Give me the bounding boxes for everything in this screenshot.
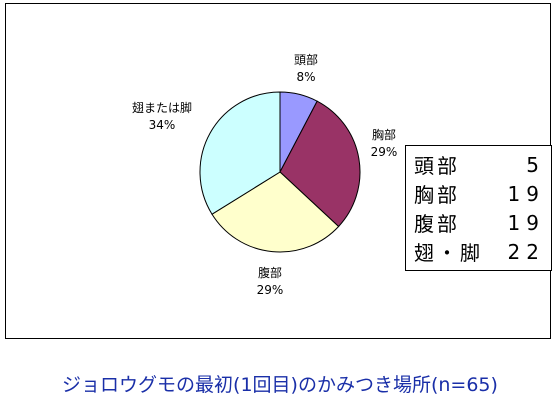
chart-area: 頭部 8% 胸部 29% 腹部 29% 翅または脚 34% 頭部 5 胸部 19 腹部 19 … <box>5 3 552 339</box>
slice-label-percent: 29% <box>371 145 398 159</box>
slice-abdomen <box>211 171 340 253</box>
count-table: 頭部 5 胸部 19 腹部 19 翅・脚 22 <box>405 145 552 271</box>
count-label: 頭部 <box>414 154 460 178</box>
count-value: 22 <box>507 239 545 264</box>
count-value: 5 <box>526 152 545 177</box>
slice-thorax <box>279 100 361 228</box>
chart-caption: ジョロウグモの最初(1回目)のかみつき場所(n=65) <box>62 374 498 396</box>
slice-label-category: 頭部 <box>294 52 318 67</box>
count-row-thorax: 胸部 19 <box>414 179 545 208</box>
count-label: 腹部 <box>414 212 460 236</box>
slice-label-percent: 34% <box>149 118 176 132</box>
count-value: 19 <box>507 210 545 235</box>
slice-label-percent: 8% <box>296 70 315 84</box>
count-label: 翅・脚 <box>414 241 483 265</box>
slice-label-category: 翅または脚 <box>132 100 192 115</box>
count-row-head: 頭部 5 <box>414 150 545 179</box>
slice-wing-leg <box>199 91 281 215</box>
count-label: 胸部 <box>414 183 460 207</box>
pie-chart: 頭部 8% 胸部 29% 腹部 29% 翅または脚 34% <box>132 52 398 297</box>
slice-label-percent: 29% <box>257 283 284 297</box>
slice-label-category: 腹部 <box>258 265 282 280</box>
slice-label-category: 胸部 <box>372 127 396 142</box>
count-row-wing-leg: 翅・脚 22 <box>414 237 545 266</box>
count-row-abdomen: 腹部 19 <box>414 208 545 237</box>
count-value: 19 <box>507 181 545 206</box>
